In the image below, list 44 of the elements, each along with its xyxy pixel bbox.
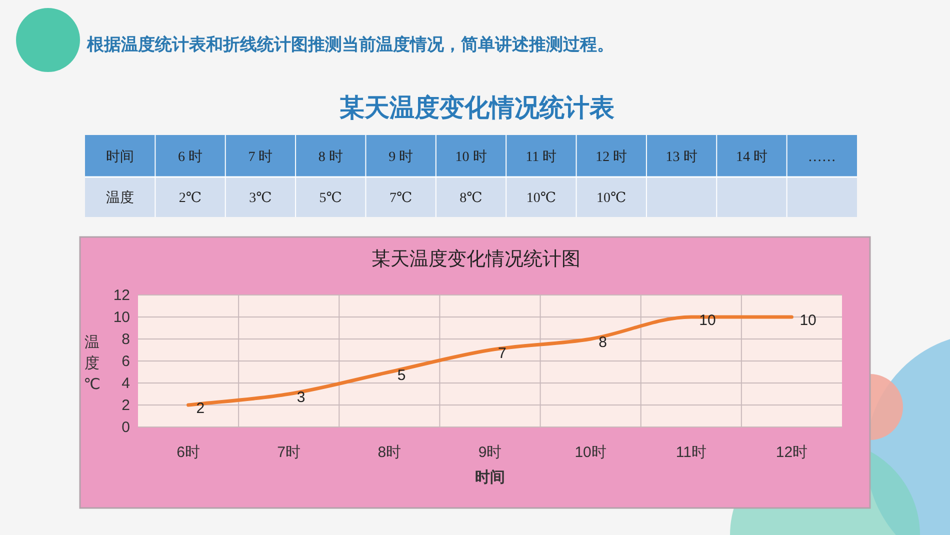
y-tick-label: 0 [122,419,130,436]
x-axis-title: 时间 [475,469,505,486]
y-tick-label: 6 [122,353,130,370]
data-label: 7℃ [389,191,412,206]
data-label: 2℃ [178,191,202,206]
data-label: 5 [397,367,406,384]
x-tick-label: 11 时 [526,149,557,165]
chart-title: 某天温度变化情况统计表 [340,94,614,122]
data-label: 7 [498,345,506,362]
x-tick-label: 9时 [478,444,502,461]
x-tick-label: 10 时 [455,149,487,165]
x-tick-label: 7时 [277,444,301,461]
x-tick-label: 7 时 [248,149,273,165]
x-tick-label: 9 时 [388,149,414,165]
y-tick-label: 12 [113,287,130,304]
data-label: 2 [196,400,205,417]
x-tick-label: 8时 [378,444,402,461]
x-tick-label: 14 时 [736,149,768,165]
x-tick-label: 10时 [574,444,606,461]
data-label: 10℃ [596,191,626,206]
x-tick-label: 13 时 [666,149,698,165]
x-axis-title: 时间 [106,149,134,165]
data-label: 10℃ [526,191,556,206]
data-label: 8 [598,334,607,351]
x-tick-label: 6时 [176,444,200,461]
data-label: 10 [800,312,816,329]
y-axis-title: 温度℃ [84,334,100,393]
x-tick-label: 8 时 [318,149,343,165]
x-tick-label: …… [808,150,836,165]
chart-title: 某天温度变化情况统计图 [372,248,580,270]
data-label: 3℃ [249,191,272,206]
data-label: 5℃ [319,191,342,206]
y-tick-label: 2 [122,397,130,414]
data-label: 3 [296,389,306,406]
data-label: 8℃ [460,191,482,206]
text: 根据温度统计表和折线统计图推测当前温度情况，简单讲述推测过程。 [86,35,614,54]
y-tick-label: 4 [122,375,130,392]
x-tick-label: 12 时 [596,149,628,165]
x-tick-label: 11时 [676,444,706,461]
x-tick-label: 12时 [776,444,808,461]
y-tick-label: 温度 [106,190,134,206]
y-tick-label: 10 [113,309,130,326]
y-tick-label: 8 [122,331,130,348]
x-tick-label: 6 时 [178,149,203,165]
